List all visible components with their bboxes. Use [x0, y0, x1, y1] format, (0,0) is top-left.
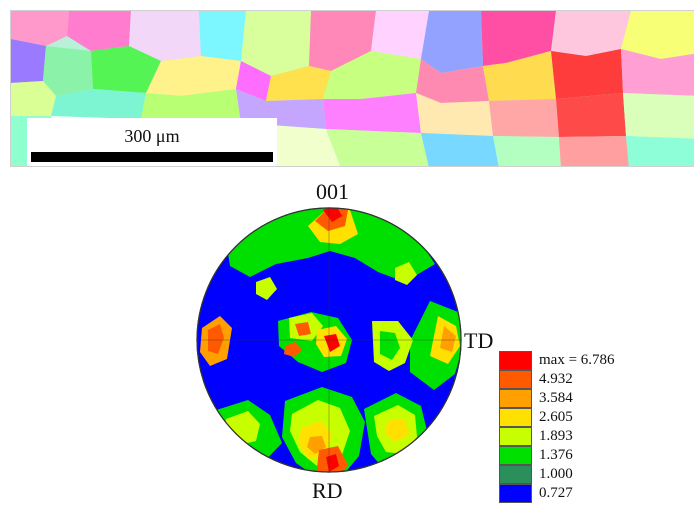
ebsd-orientation-map: 300 μm — [10, 10, 694, 167]
scale-label: 300 μm — [124, 126, 180, 146]
legend-label: 1.000 — [539, 466, 573, 482]
right-axis-label: TD — [464, 328, 494, 353]
legend-swatch — [499, 484, 532, 503]
legend-item: 3.584 — [499, 389, 679, 408]
legend-label: 0.727 — [539, 485, 573, 501]
legend-swatch — [499, 370, 532, 389]
legend-swatch — [499, 389, 532, 408]
legend-label: 4.932 — [539, 371, 573, 387]
legend-swatch — [499, 408, 532, 427]
pole-figure-outline — [196, 207, 462, 473]
legend-item: 1.893 — [499, 427, 679, 446]
legend-swatch — [499, 427, 532, 446]
top-axis-label: 001 — [316, 179, 349, 204]
scale-bar-box: 300 μm — [27, 118, 277, 166]
pole-figure-plot — [196, 207, 462, 473]
legend-label: max = 6.786 — [539, 352, 615, 368]
pole-figure: 001 TD RD — [190, 176, 500, 506]
legend-item: 0.727 — [499, 484, 679, 503]
legend-label: 3.584 — [539, 390, 573, 406]
legend-item: max = 6.786 — [499, 351, 679, 370]
pole-figure-legend: max = 6.786 4.932 3.584 2.605 1.893 1.37… — [499, 351, 679, 503]
legend-item: 1.376 — [499, 446, 679, 465]
legend-item: 4.932 — [499, 370, 679, 389]
legend-swatch — [499, 351, 532, 370]
legend-item: 2.605 — [499, 408, 679, 427]
legend-item: 1.000 — [499, 465, 679, 484]
bottom-axis-label: RD — [312, 478, 343, 503]
legend-swatch — [499, 446, 532, 465]
ebsd-grain-image — [11, 11, 694, 166]
legend-swatch — [499, 465, 532, 484]
legend-label: 1.893 — [539, 428, 573, 444]
scale-bar — [31, 152, 273, 162]
legend-label: 2.605 — [539, 409, 573, 425]
legend-label: 1.376 — [539, 447, 573, 463]
